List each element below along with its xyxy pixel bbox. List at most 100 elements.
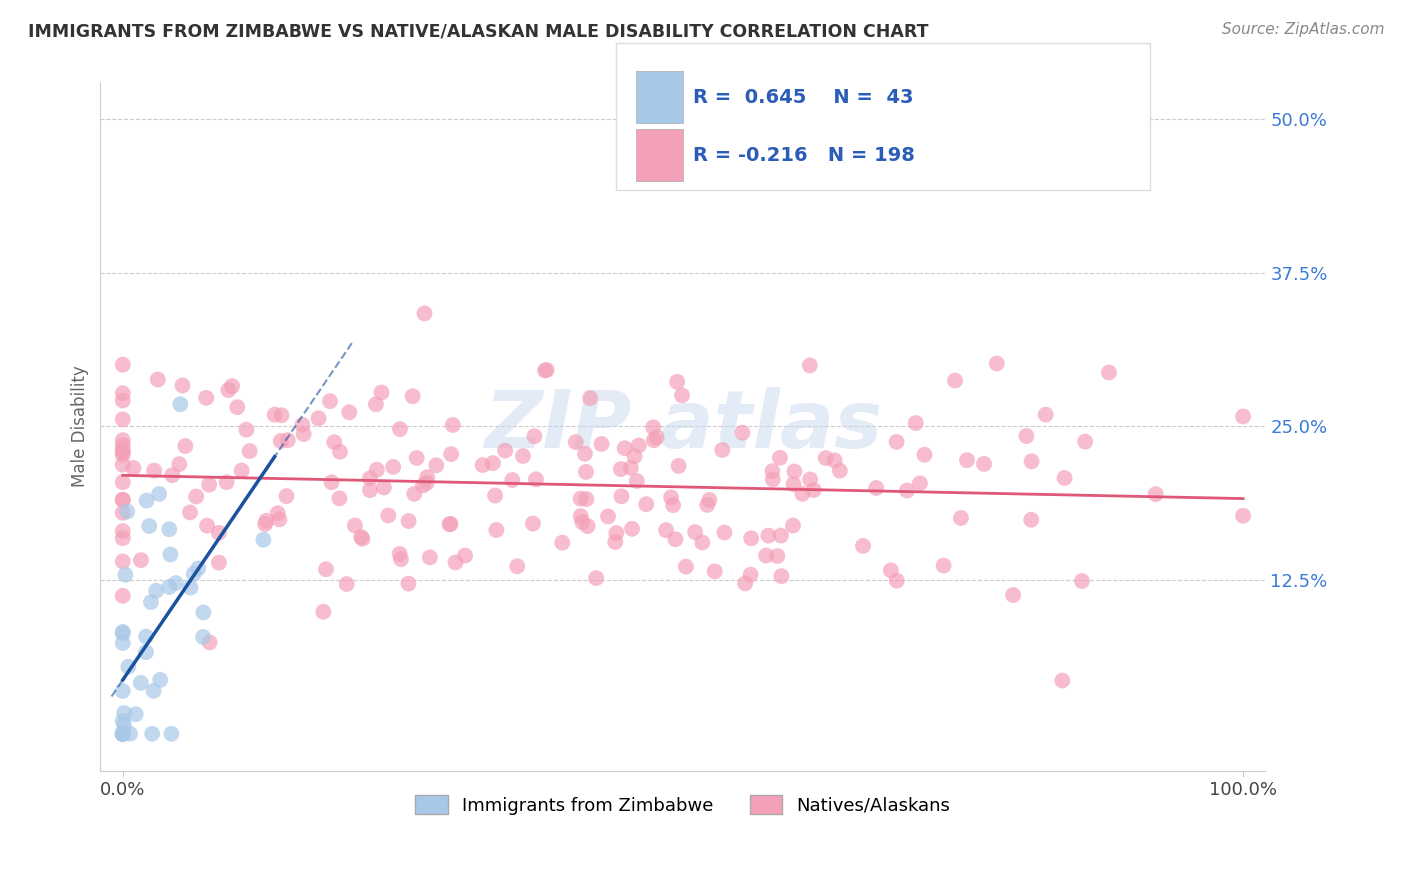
Point: [149, 673, 172, 687]
Point: [664, 533, 686, 547]
Point: [415, 475, 437, 490]
Point: [534, 363, 557, 377]
Point: [1232, 409, 1254, 424]
Point: [756, 528, 779, 542]
Point: [111, 445, 134, 459]
Point: [142, 683, 165, 698]
Point: [111, 412, 134, 426]
Point: [1098, 366, 1121, 380]
Point: [343, 518, 366, 533]
Point: [117, 504, 139, 518]
Point: [146, 372, 169, 386]
Point: [575, 465, 598, 479]
Point: [683, 524, 706, 539]
Point: [276, 489, 298, 503]
Point: [627, 438, 650, 452]
Point: [195, 518, 218, 533]
Point: [198, 635, 221, 649]
Point: [139, 595, 162, 609]
Point: [267, 506, 290, 520]
Point: [172, 378, 194, 392]
Point: [439, 517, 461, 532]
Point: [782, 477, 804, 491]
Point: [643, 420, 665, 434]
Point: [501, 473, 523, 487]
Point: [551, 535, 574, 549]
Point: [165, 576, 187, 591]
Point: [799, 359, 821, 373]
Point: [231, 463, 253, 477]
Point: [141, 727, 163, 741]
Point: [1015, 429, 1038, 443]
Point: [111, 358, 134, 372]
Point: [398, 514, 420, 528]
Point: [167, 457, 190, 471]
Point: [699, 492, 721, 507]
Point: [111, 714, 134, 728]
Point: [1035, 408, 1057, 422]
Point: [494, 443, 516, 458]
Point: [404, 487, 426, 501]
Point: [659, 491, 682, 505]
Point: [145, 583, 167, 598]
Point: [416, 470, 439, 484]
Point: [117, 659, 139, 673]
Point: [908, 476, 931, 491]
Point: [1052, 673, 1074, 688]
Point: [740, 531, 762, 545]
Point: [591, 437, 613, 451]
Point: [111, 492, 134, 507]
Point: [191, 630, 214, 644]
Point: [770, 569, 793, 583]
Point: [111, 386, 134, 401]
Point: [111, 554, 134, 568]
Point: [308, 411, 330, 425]
Point: [1053, 471, 1076, 485]
Point: [740, 567, 762, 582]
Point: [731, 425, 754, 440]
Point: [655, 523, 678, 537]
Point: [382, 459, 405, 474]
Point: [162, 468, 184, 483]
Point: [986, 356, 1008, 370]
Point: [886, 434, 908, 449]
Point: [413, 306, 436, 320]
Point: [576, 519, 599, 533]
Point: [471, 458, 494, 472]
Point: [122, 461, 145, 475]
Point: [159, 548, 181, 562]
Point: [761, 464, 783, 478]
Point: [1144, 487, 1167, 501]
Point: [321, 475, 343, 490]
Point: [195, 391, 218, 405]
Point: [711, 442, 734, 457]
Point: [441, 417, 464, 432]
Point: [370, 385, 392, 400]
Point: [187, 561, 209, 575]
Point: [904, 416, 927, 430]
Point: [373, 480, 395, 494]
Point: [484, 489, 506, 503]
Point: [1021, 454, 1043, 468]
Point: [111, 727, 134, 741]
Point: [125, 707, 148, 722]
Point: [111, 442, 134, 457]
Point: [329, 444, 352, 458]
Point: [824, 453, 846, 467]
Point: [605, 535, 627, 549]
Point: [157, 580, 180, 594]
Point: [270, 434, 292, 448]
Point: [208, 556, 231, 570]
Point: [143, 464, 166, 478]
Point: [208, 525, 231, 540]
Point: [111, 458, 134, 472]
Point: [575, 491, 598, 506]
Point: [112, 706, 135, 720]
Point: [425, 458, 447, 473]
Point: [610, 462, 633, 476]
Point: [388, 547, 411, 561]
Point: [571, 515, 593, 529]
Point: [389, 552, 412, 566]
Point: [1074, 434, 1097, 449]
Point: [886, 574, 908, 588]
